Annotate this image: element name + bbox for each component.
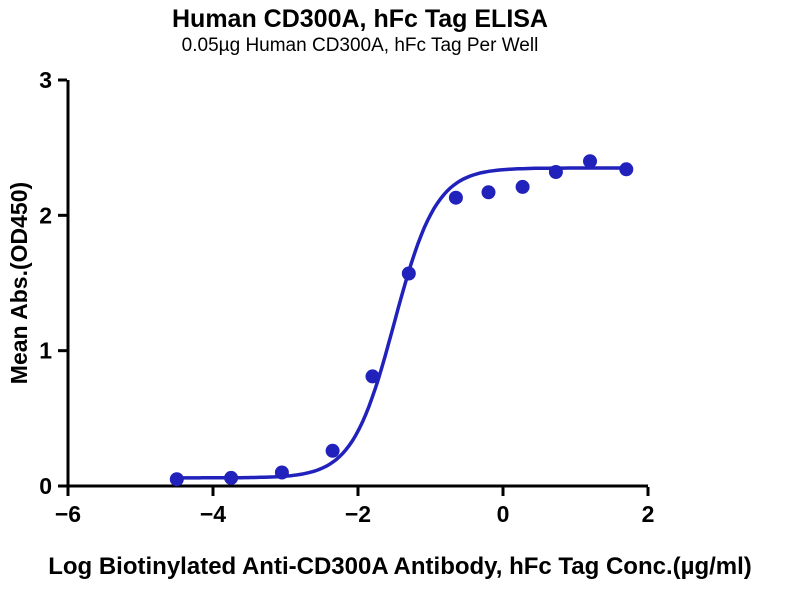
y-tick-label: 0 — [39, 473, 52, 499]
x-tick-label: −6 — [55, 501, 81, 527]
x-axis-label: Log Biotinylated Anti-CD300A Antibody, h… — [48, 553, 752, 580]
data-point — [548, 165, 563, 179]
data-point — [448, 190, 463, 205]
chart-subtitle: 0.05µg Human CD300A, hFc Tag Per Well — [181, 35, 539, 56]
y-tick-label: 2 — [39, 202, 52, 228]
data-point — [583, 154, 597, 169]
x-tick-label: −4 — [200, 501, 226, 527]
x-tick-label: 2 — [642, 501, 655, 527]
x-tick-label: 0 — [497, 501, 510, 527]
y-tick-label: 3 — [39, 67, 52, 93]
x-tick-label: −2 — [345, 501, 371, 527]
y-tick-label: 1 — [39, 338, 52, 364]
chart-title: Human CD300A, hFc Tag ELISA — [172, 5, 548, 33]
fit-curve — [171, 166, 632, 480]
data-point — [169, 472, 184, 487]
data-point — [515, 179, 530, 194]
data-point — [274, 465, 289, 480]
data-point — [481, 185, 496, 200]
y-axis-label: Mean Abs.(OD450) — [6, 182, 32, 384]
data-point — [325, 443, 340, 458]
data-point — [365, 369, 380, 384]
data-point — [401, 266, 416, 281]
data-point — [224, 470, 239, 485]
data-point — [619, 162, 634, 177]
